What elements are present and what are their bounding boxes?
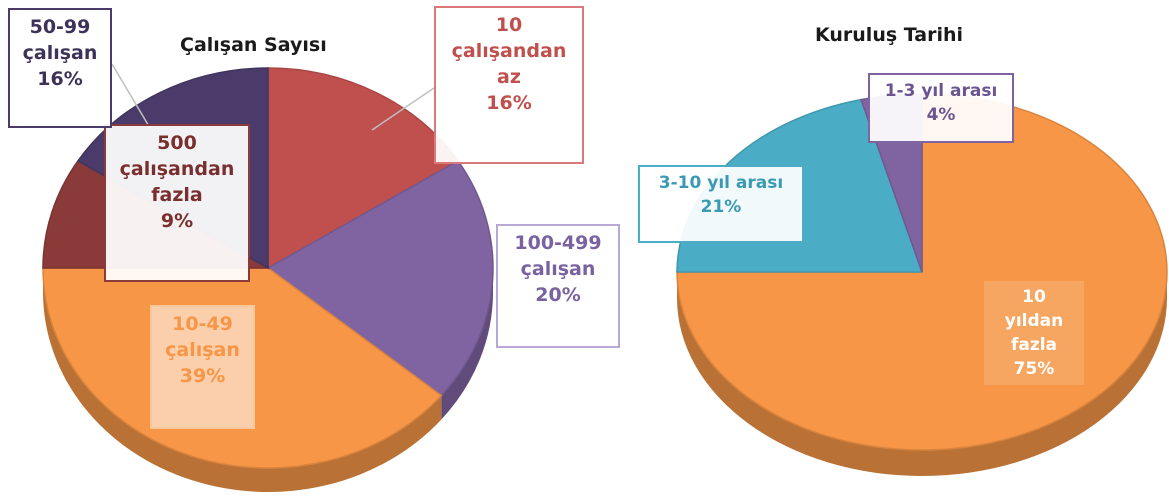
chart-title-founding: Kuruluş Tarihi xyxy=(815,24,964,46)
chart-title-employees: Çalışan Sayısı xyxy=(180,34,327,56)
label-over-10-years: 10 yıldan fazla 75% xyxy=(984,281,1084,385)
pie-employees-side-1 xyxy=(441,268,493,420)
label-3-10-years: 3-10 yıl arası 21% xyxy=(638,165,804,243)
label-100-499-employees: 100-499 çalışan 20% xyxy=(496,224,620,348)
label-50-99-employees: 50-99 çalışan 16% xyxy=(8,8,112,128)
leader-line-under-10 xyxy=(371,87,435,131)
label-10-49-employees: 10-49 çalışan 39% xyxy=(150,305,255,429)
label-over-500-employees: 500 çalışandan fazla 9% xyxy=(104,124,250,282)
label-under-10-employees: 10 çalışandan az 16% xyxy=(434,6,584,164)
label-1-3-years: 1-3 yıl arası 4% xyxy=(868,73,1014,143)
pie-employees-slice-1 xyxy=(266,159,494,397)
pie-employees-side-2 xyxy=(43,268,442,492)
leader-line-50-99 xyxy=(111,63,151,129)
